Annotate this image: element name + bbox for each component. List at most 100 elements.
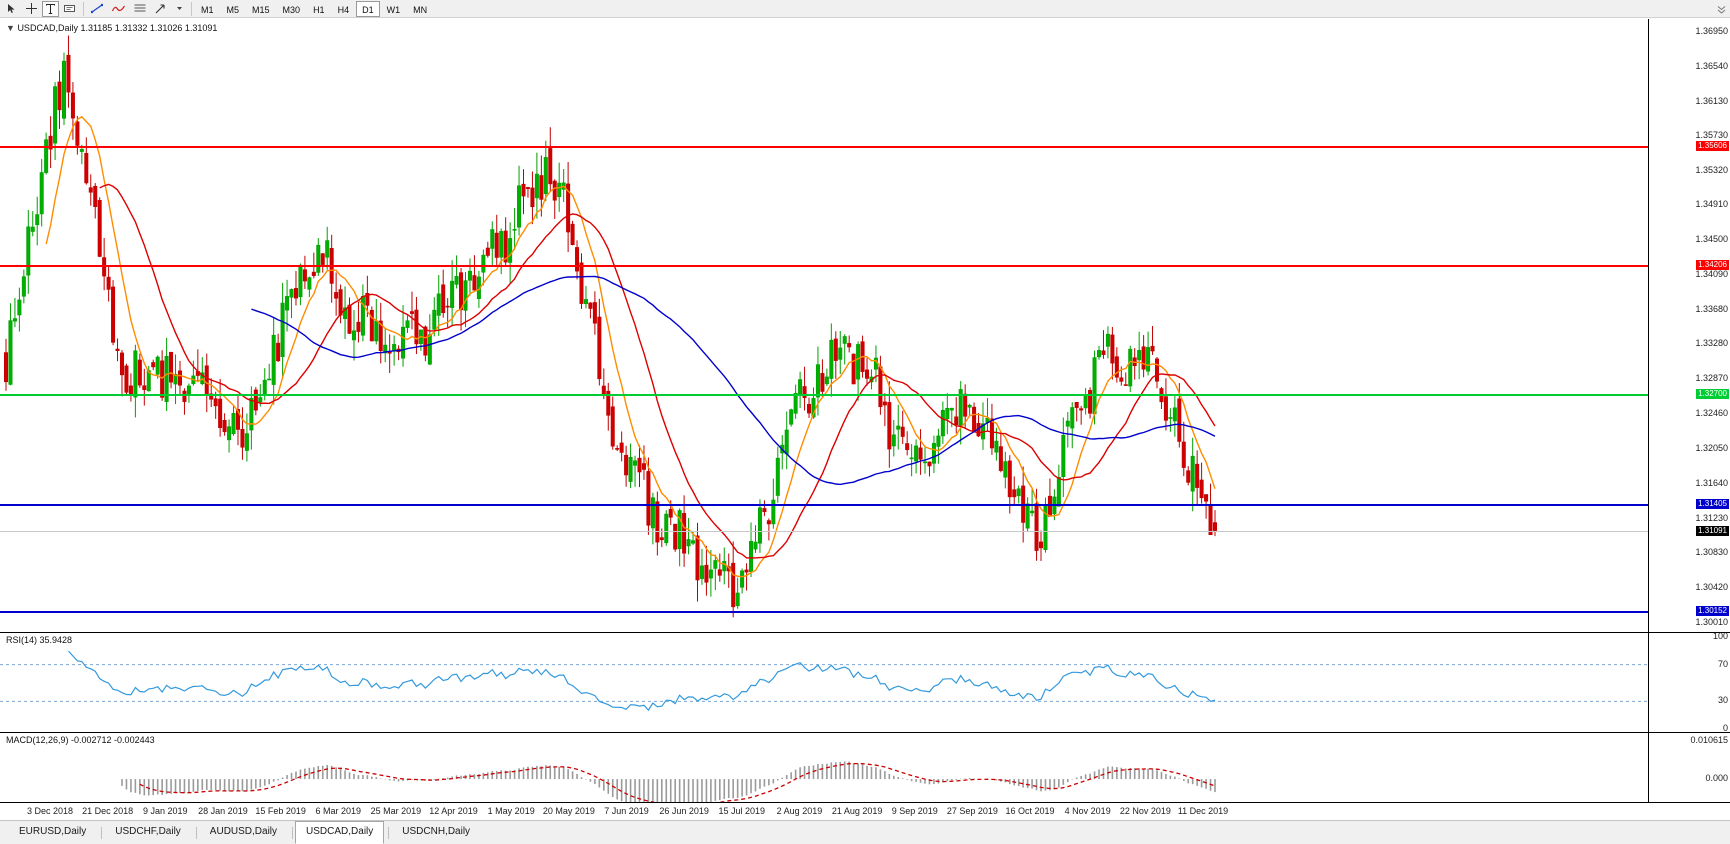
label-tool-icon[interactable] (60, 1, 79, 17)
tab-audusd-daily[interactable]: AUDUSD,Daily (209, 826, 278, 837)
price-y-axis[interactable]: 1.36950 1.36540 1.36130 1.35730 1.35320 1.349… (1648, 19, 1730, 632)
level-line-1.32700[interactable] (0, 393, 1648, 396)
x-axis-tick: 6 Mar 2019 (315, 806, 362, 816)
timeframe-w1[interactable]: W1 (386, 4, 401, 15)
price-y-tick: 1.36540 (1695, 60, 1728, 71)
macd-plot[interactable] (0, 733, 1648, 821)
price-series-svg (4, 35, 1218, 618)
level-line-1.30152[interactable] (0, 610, 1648, 613)
toolbar-separator-2 (191, 1, 192, 16)
chart-title-label: ▼ USDCAD,Daily 1.31185 1.31332 1.31026 1… (6, 23, 218, 33)
timeframe-h4[interactable]: H4 (337, 4, 350, 15)
price-y-tick: 1.32460 (1695, 408, 1728, 419)
price-y-tick: 1.34090 (1695, 269, 1728, 280)
symbol-tab-bar[interactable]: EURUSD,Daily USDCHF,Daily AUDUSD,Daily U… (0, 820, 1730, 844)
rsi-pane[interactable]: 100 70 30 0 RSI(14) 35.9428 (0, 632, 1730, 733)
x-axis-tick: 25 Mar 2019 (370, 806, 422, 816)
level-line-1.31405[interactable] (0, 503, 1648, 506)
price-y-tick: 1.35320 (1695, 164, 1728, 175)
x-axis-tick: 4 Nov 2019 (1064, 806, 1111, 816)
chart-toolbar: M1 M5 M15 M30 H1 H4 D1 W1 MN (0, 0, 1730, 18)
text-tool-icon[interactable] (42, 0, 59, 17)
rsi-y-tick: 30 (1717, 695, 1728, 706)
price-y-tick: 1.34500 (1695, 234, 1728, 245)
level-price-tag: 1.34206 (1696, 260, 1729, 271)
rsi-series-svg (0, 650, 1648, 712)
last-price-tag: 1.31091 (1696, 525, 1729, 536)
timeframe-d1[interactable]: D1 (356, 0, 380, 17)
macd-y-tick: 0.010615 (1690, 735, 1728, 745)
price-y-tick: 1.32050 (1695, 442, 1728, 453)
x-axis-tick: 21 Aug 2019 (831, 806, 883, 816)
level-price-tag: 1.31405 (1696, 498, 1729, 509)
tab-usdcad-daily[interactable]: USDCAD,Daily (295, 821, 385, 844)
x-axis-tick: 2 Aug 2019 (776, 806, 823, 816)
price-y-tick: 1.36950 (1695, 25, 1728, 36)
rsi-line (68, 650, 1216, 712)
price-pane[interactable]: 1.36950 1.36540 1.36130 1.35730 1.35320 1.349… (0, 19, 1730, 632)
x-axis-tick: 15 Jul 2019 (718, 806, 766, 816)
level-price-tag: 1.35606 (1696, 141, 1729, 152)
fib-tool-icon[interactable] (130, 1, 150, 17)
macd-signal-line (139, 762, 1216, 806)
timeframe-m5[interactable]: M5 (226, 4, 240, 15)
toolbar-separator-1 (83, 1, 84, 16)
x-axis-tick: 9 Jan 2019 (143, 806, 188, 816)
macd-series-svg (121, 761, 1216, 808)
level-line-1.34206[interactable] (0, 265, 1648, 268)
macd-label: MACD(12,26,9) -0.002712 -0.002443 (6, 735, 155, 745)
tab-separator-4 (388, 827, 390, 839)
chart-canvas-area[interactable]: 1.36950 1.36540 1.36130 1.35730 1.35320 1.349… (0, 18, 1730, 821)
x-axis-tick: 15 Feb 2019 (255, 806, 306, 816)
price-y-tick: 1.35730 (1695, 129, 1728, 140)
tab-separator-1 (101, 827, 103, 839)
price-y-tick: 1.30830 (1695, 546, 1728, 557)
price-plot[interactable] (0, 19, 1648, 632)
rsi-y-tick: 70 (1717, 658, 1728, 669)
x-axis-tick: 28 Jan 2019 (198, 806, 248, 816)
crosshair-icon[interactable] (22, 1, 41, 17)
price-y-tick: 1.34910 (1695, 199, 1728, 210)
timeframe-m1[interactable]: M1 (201, 4, 214, 15)
x-axis-tick: 1 May 2019 (487, 806, 535, 816)
chevron-down-icon[interactable] (171, 1, 187, 17)
tab-usdcnh-daily[interactable]: USDCNH,Daily (402, 826, 471, 837)
level-price-tag: 1.30152 (1696, 605, 1729, 616)
price-y-tick: 1.32870 (1695, 373, 1728, 384)
price-y-tick: 1.36130 (1695, 95, 1728, 106)
x-axis-tick: 22 Nov 2019 (1119, 806, 1171, 816)
x-axis-tick: 3 Dec 2018 (26, 806, 74, 816)
x-axis: 3 Dec 2018 21 Dec 2018 9 Jan 2019 28 Jan 20… (0, 802, 1730, 820)
last-price-line (0, 530, 1648, 532)
tab-usdchf-daily[interactable]: USDCHF,Daily (115, 826, 181, 837)
price-y-tick: 1.31230 (1695, 512, 1728, 523)
timeframe-m30[interactable]: M30 (282, 4, 301, 15)
x-axis-tick: 7 Jun 2019 (604, 806, 649, 816)
ma-medium-line (99, 183, 1216, 559)
x-axis-tick: 21 Dec 2018 (82, 806, 134, 816)
ma-fast-line (45, 115, 1216, 578)
timeframe-h1[interactable]: H1 (313, 4, 325, 15)
cursor-arrow-icon[interactable] (2, 1, 21, 17)
indicators-icon[interactable] (108, 1, 129, 17)
macd-y-tick: 0.000 (1705, 773, 1728, 784)
level-line-1.35606[interactable] (0, 146, 1648, 149)
ma-slow-line (251, 275, 1216, 486)
tab-eurusd-daily[interactable]: EURUSD,Daily (19, 826, 87, 837)
x-axis-tick: 12 Apr 2019 (429, 806, 478, 816)
timeframe-m15[interactable]: M15 (252, 4, 270, 15)
price-y-tick: 1.31640 (1695, 477, 1728, 488)
x-axis-tick: 20 May 2019 (542, 806, 595, 816)
price-y-tick: 1.33280 (1695, 338, 1728, 349)
rsi-label: RSI(14) 35.9428 (6, 635, 73, 645)
x-axis-tick: 9 Sep 2019 (891, 806, 938, 816)
rsi-plot[interactable] (0, 633, 1648, 732)
toolbar-overflow-button[interactable] (1714, 2, 1728, 16)
tab-separator-2 (195, 827, 197, 839)
line-tool-icon[interactable] (87, 1, 107, 17)
tab-separator-3 (292, 827, 294, 839)
timeframe-mn[interactable]: MN (413, 4, 428, 15)
arrow-tool-icon[interactable] (151, 1, 170, 17)
x-axis-tick: 26 Jun 2019 (659, 806, 709, 816)
